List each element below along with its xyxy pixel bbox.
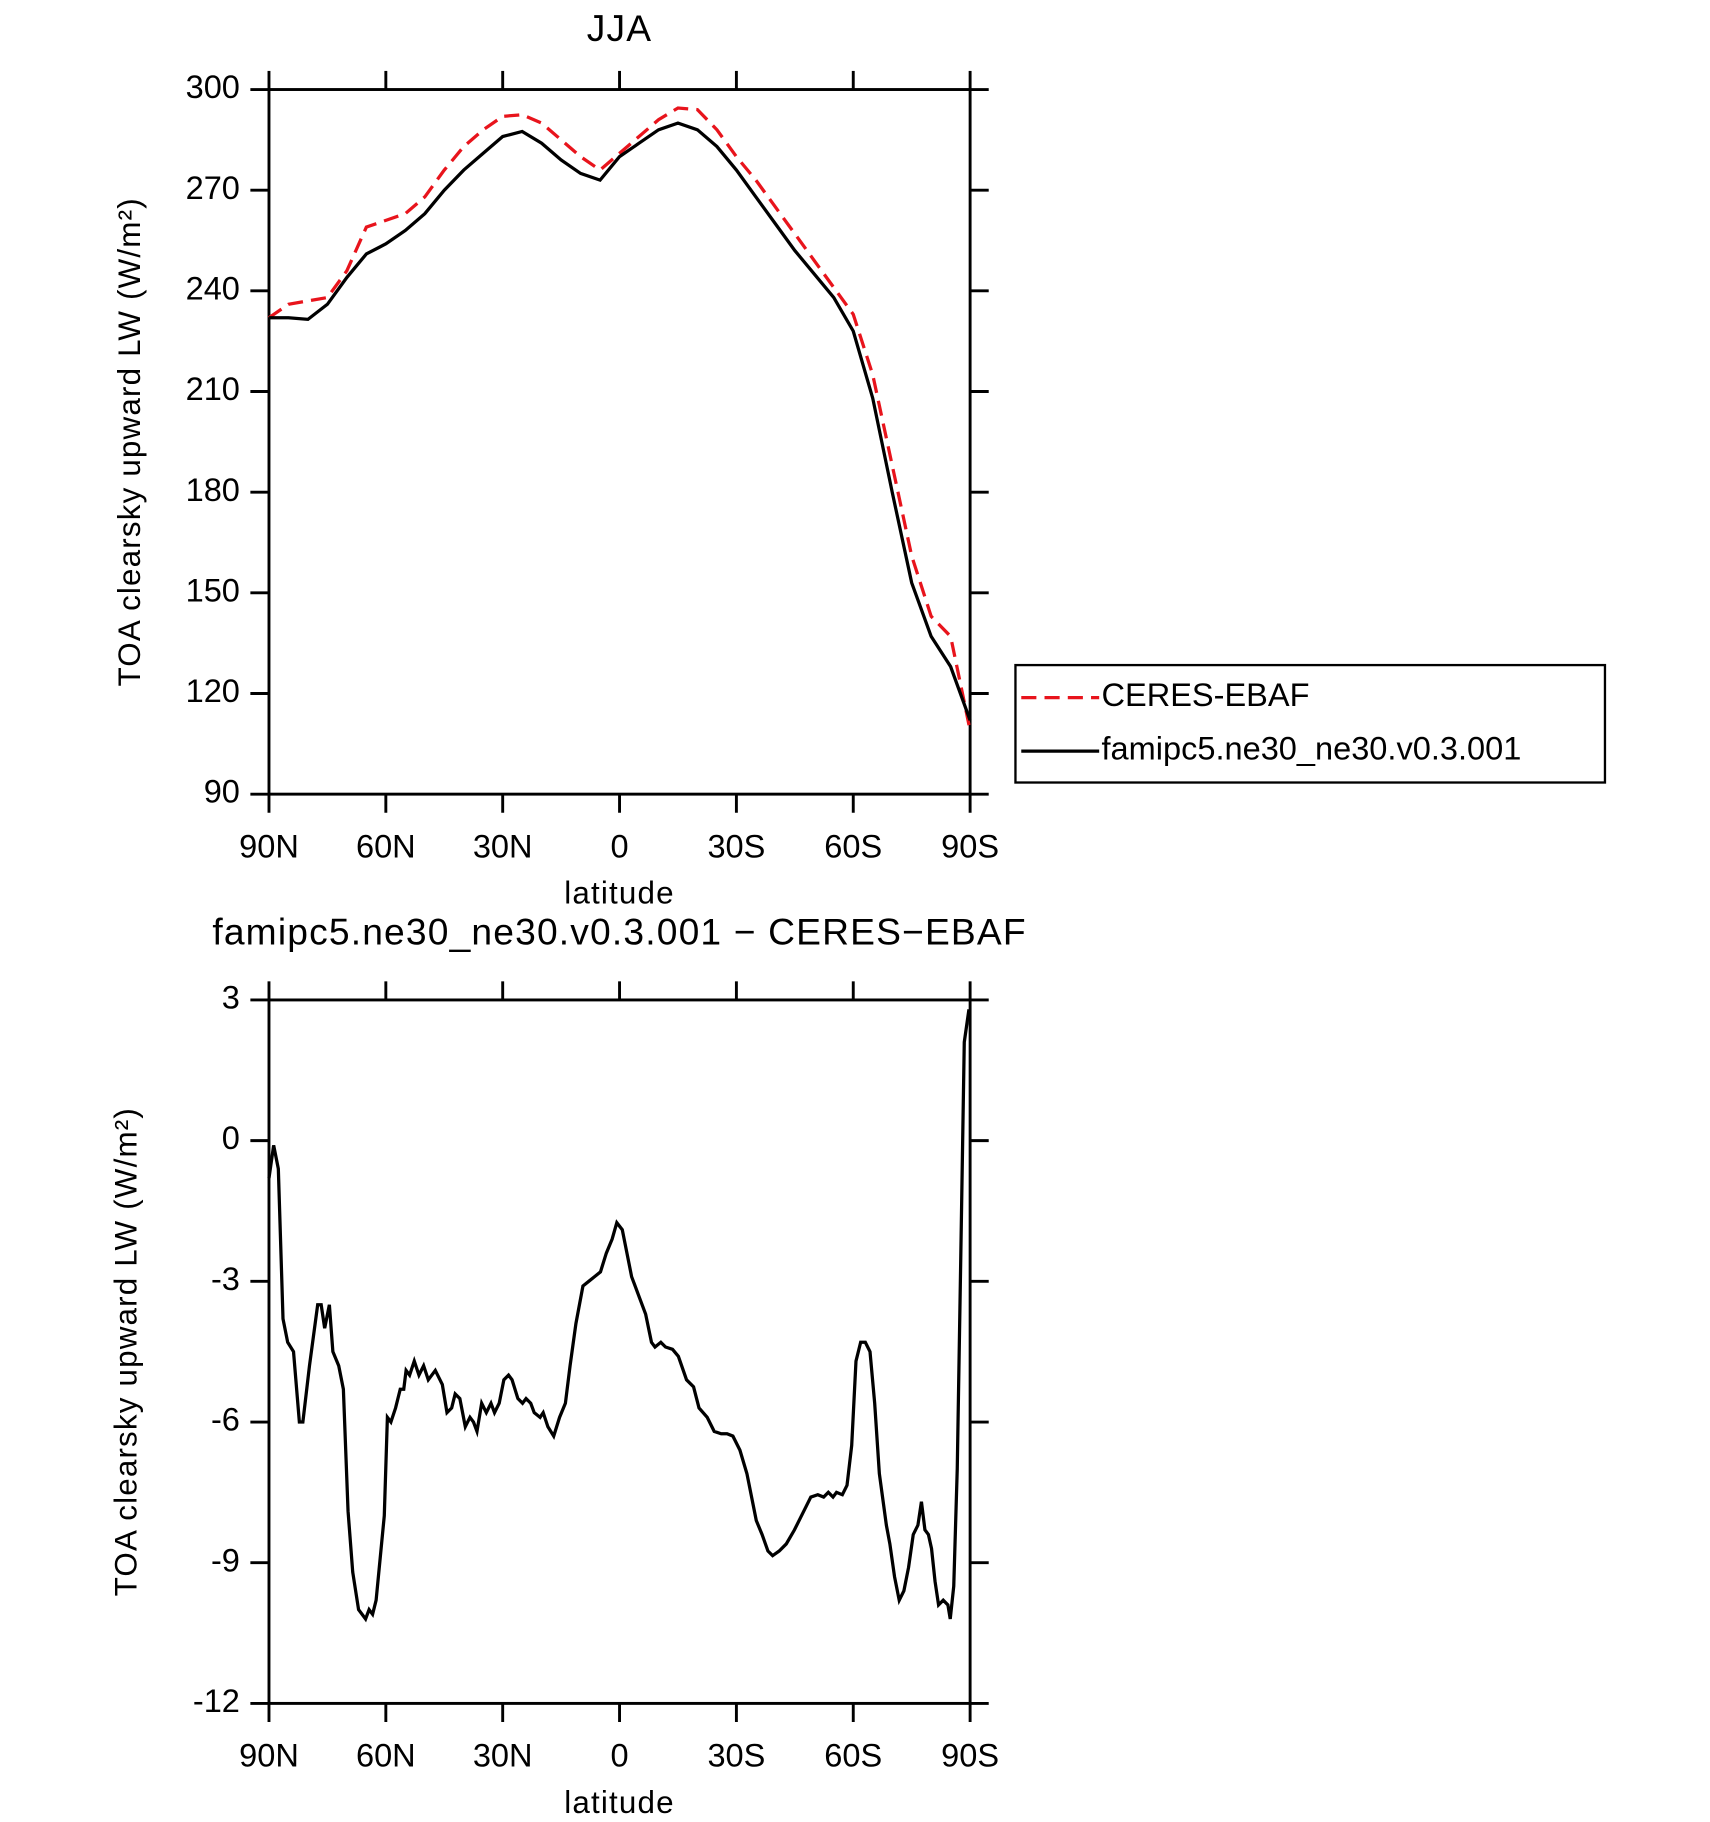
- y-tick-label: -6: [211, 1402, 240, 1438]
- data-line: [268, 106, 972, 731]
- x-tick-label: 30S: [707, 828, 765, 864]
- x-tick-label: 60N: [356, 828, 416, 864]
- legend-label: CERES-EBAF: [1101, 677, 1309, 713]
- x-tick-label: 30S: [707, 1738, 765, 1774]
- x-tick-label: 60N: [356, 1738, 416, 1774]
- y-tick-label: 0: [222, 1120, 240, 1156]
- y-tick-label: -3: [211, 1261, 240, 1297]
- chart-title: famipc5.ne30_ne30.v0.3.001 − CERES−EBAF: [212, 911, 1026, 953]
- x-tick-label: 90N: [239, 828, 299, 864]
- x-tick-label: 90S: [941, 828, 999, 864]
- x-tick-label: 60S: [824, 828, 882, 864]
- y-axis-label: TOA clearsky upward LW (W/m²): [112, 197, 147, 686]
- y-tick-label: 180: [186, 472, 240, 508]
- x-tick-label: 30N: [473, 828, 533, 864]
- y-tick-label: 240: [186, 270, 240, 306]
- y-tick-label: 150: [186, 572, 240, 608]
- y-tick-label: 3: [222, 980, 240, 1016]
- legend-label: famipc5.ne30_ne30.v0.3.001: [1101, 731, 1521, 767]
- y-tick-label: -12: [193, 1683, 240, 1719]
- x-axis-label: latitude: [564, 1785, 674, 1820]
- y-axis-label: TOA clearsky upward LW (W/m²): [109, 1107, 144, 1596]
- plot-frame: [267, 998, 972, 1705]
- y-tick-label: 90: [204, 774, 240, 810]
- x-axis-label: latitude: [564, 876, 674, 911]
- y-tick-label: 120: [186, 673, 240, 709]
- data-line: [267, 1009, 971, 1623]
- x-tick-label: 0: [610, 1738, 628, 1774]
- data-line: [268, 121, 972, 721]
- x-tick-label: 0: [610, 828, 628, 864]
- x-tick-label: 90S: [941, 1738, 999, 1774]
- y-tick-label: 210: [186, 371, 240, 407]
- chart-title: JJA: [587, 7, 652, 49]
- x-tick-label: 60S: [824, 1738, 882, 1774]
- y-tick-label: 300: [186, 69, 240, 105]
- x-tick-label: 30N: [473, 1738, 533, 1774]
- plot-frame: [267, 88, 972, 796]
- x-tick-label: 90N: [239, 1738, 299, 1774]
- y-tick-label: 270: [186, 170, 240, 206]
- y-tick-label: -9: [211, 1542, 240, 1578]
- legend-box: [1014, 663, 1607, 784]
